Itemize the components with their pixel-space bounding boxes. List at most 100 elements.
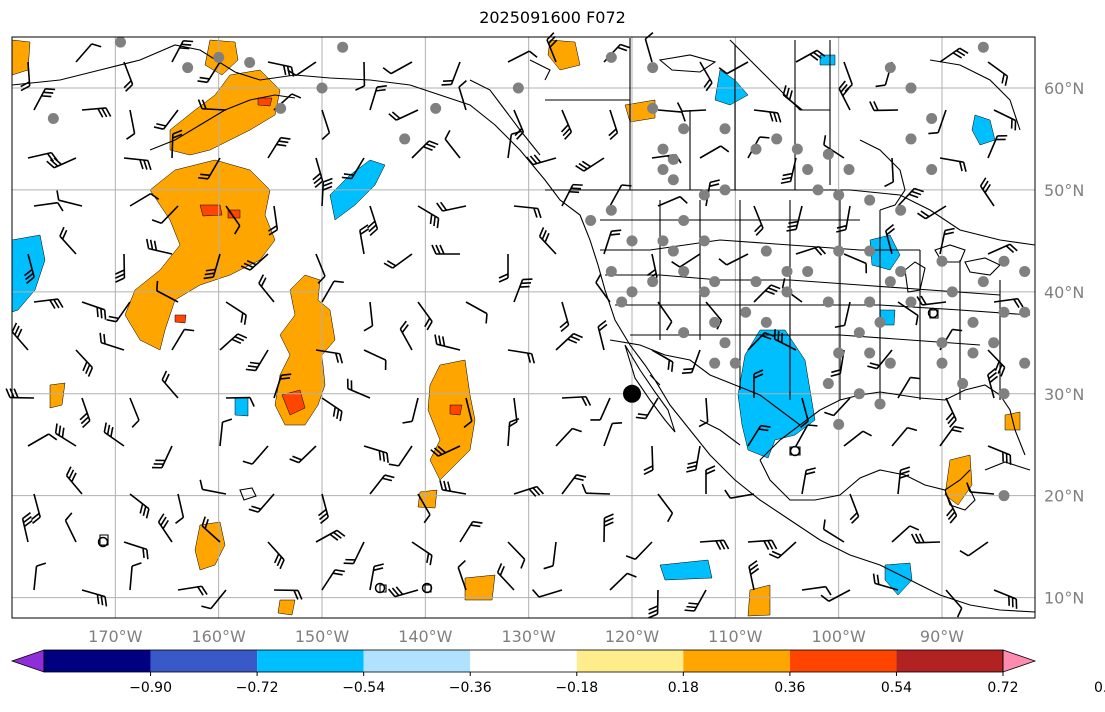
barb-feather <box>499 565 505 576</box>
station-dot <box>988 337 1000 349</box>
barb-feather <box>164 373 170 384</box>
wind-barb <box>897 187 924 207</box>
barb-feather <box>96 307 99 318</box>
axis-labels: 170°W 160°W 150°W 140°W 130°W 120°W 110°W 100°W… <box>88 79 1084 646</box>
coastline-segment <box>624 344 676 433</box>
shaded-region <box>281 389 306 416</box>
colorbar-segment <box>44 650 151 672</box>
barb-feather <box>770 284 781 290</box>
wind-barb <box>171 328 195 351</box>
barb-feather <box>1005 453 1008 464</box>
barb-feather <box>153 240 158 251</box>
barb-feather <box>428 140 439 146</box>
barb-feather <box>1005 245 1015 254</box>
barb-feather <box>525 156 534 166</box>
barb-staff <box>845 205 851 230</box>
barb-feather <box>292 455 302 461</box>
barb-feather <box>959 47 969 54</box>
barb-feather <box>172 129 183 135</box>
wind-barb <box>459 520 483 543</box>
barb-feather <box>197 586 204 596</box>
wind-barb <box>33 201 64 212</box>
barb-feather <box>498 273 509 279</box>
wind-barb <box>718 253 749 266</box>
barb-staff <box>315 253 326 277</box>
barb-feather <box>399 320 407 330</box>
station-dot <box>678 123 690 135</box>
coastline-segment <box>658 54 717 73</box>
station-dot <box>843 164 855 176</box>
wind-barb <box>388 445 413 467</box>
wind-barb <box>987 368 999 399</box>
barb-feather <box>248 508 259 513</box>
barb-feather <box>149 239 154 250</box>
station-dot <box>698 286 710 298</box>
barb-feather <box>681 371 692 375</box>
barb-feather <box>376 85 387 88</box>
barb-feather <box>279 559 285 570</box>
barb-feather <box>982 180 989 190</box>
barb-feather <box>920 295 927 305</box>
shaded-region <box>277 599 296 616</box>
barb-feather <box>151 219 162 225</box>
location-marker-dot <box>623 384 641 403</box>
barb-feather <box>1009 454 1012 465</box>
wind-barb <box>145 238 173 255</box>
barb-feather <box>85 364 91 375</box>
barb-feather <box>788 90 793 101</box>
station-dot <box>977 276 989 288</box>
barb-feather <box>436 202 444 212</box>
barb-feather <box>750 567 760 575</box>
coastline-segment <box>984 461 1031 471</box>
station-dot <box>709 316 721 328</box>
barb-feather <box>869 362 880 367</box>
barb-feather <box>758 428 769 432</box>
barb-feather <box>247 365 258 368</box>
wind-barb <box>203 253 221 280</box>
barb-feather <box>830 372 841 378</box>
barb-feather <box>720 145 730 153</box>
station-dot <box>719 337 731 349</box>
station-dot <box>771 133 783 145</box>
wind-barb <box>33 88 56 111</box>
barb-staff <box>219 422 224 447</box>
station-dot <box>833 418 845 430</box>
wind-barb <box>822 519 845 543</box>
station-dot <box>605 204 617 216</box>
wind-barb <box>23 253 35 284</box>
barb-feather <box>435 244 441 255</box>
shaded-region <box>547 39 581 71</box>
barb-feather <box>944 227 955 232</box>
barb-staff <box>161 445 173 469</box>
barb-feather <box>951 429 962 433</box>
barb-feather <box>314 180 324 189</box>
barb-staff <box>321 280 335 303</box>
barb-feather <box>581 483 587 494</box>
wind-barb <box>676 102 707 113</box>
wind-barb <box>786 205 803 232</box>
barb-feather <box>105 107 112 117</box>
barb-feather <box>528 50 538 58</box>
station-dot <box>275 102 287 114</box>
barb-feather <box>123 80 132 89</box>
barb-feather <box>767 540 774 550</box>
barb-feather <box>367 220 376 229</box>
barb-feather <box>97 108 104 118</box>
station-dot <box>895 265 907 277</box>
wind-barb <box>836 205 851 233</box>
station-dot <box>616 296 628 308</box>
barb-feather <box>869 101 875 111</box>
station-dot <box>926 164 938 176</box>
calm-circle <box>374 582 386 594</box>
barb-staff <box>363 349 387 361</box>
station-dot <box>430 102 442 114</box>
wind-barb <box>367 205 379 237</box>
barb-feather <box>684 609 695 612</box>
wind-barb <box>54 423 77 447</box>
wind-barb <box>538 227 557 255</box>
wind-barb <box>129 397 140 428</box>
barb-staff <box>33 201 58 207</box>
barb-staff <box>417 493 431 516</box>
barb-feather <box>952 328 963 332</box>
shaded-region <box>747 584 771 617</box>
